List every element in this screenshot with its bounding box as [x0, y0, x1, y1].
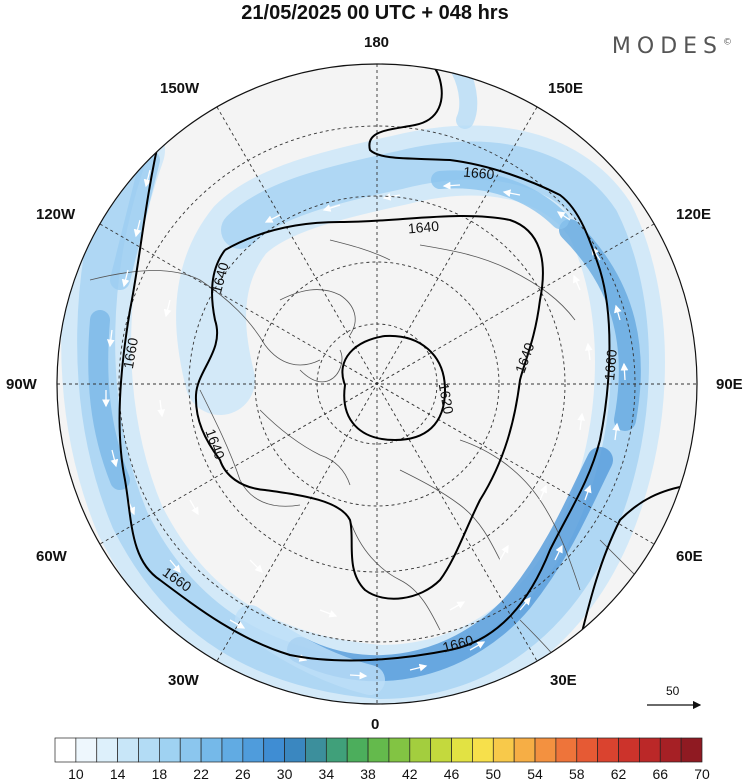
colorbar-swatch	[492, 737, 515, 763]
height-contours	[118, 64, 691, 662]
colorbar-swatch	[138, 737, 160, 763]
contour-label: 1660	[601, 348, 620, 381]
colorbar-label: 70	[694, 766, 710, 782]
colorbar-swatch	[409, 737, 432, 763]
colorbar-swatch	[96, 737, 118, 763]
lon-label-90e: 90E	[716, 376, 743, 393]
colorbar-label: 18	[152, 766, 168, 782]
colorbar-swatch	[159, 737, 181, 763]
colorbar-swatch	[555, 737, 578, 763]
lon-label-120w: 120W	[36, 206, 76, 223]
colorbar-swatch	[680, 737, 703, 763]
colorbar-label: 58	[569, 766, 585, 782]
colorbar-swatch	[513, 737, 536, 763]
colorbar-swatch	[367, 737, 390, 763]
colorbar-swatch	[263, 737, 285, 763]
colorbar-swatch	[242, 737, 265, 763]
lon-label-150w: 150W	[160, 80, 200, 97]
colorbar-label: 10	[68, 766, 84, 782]
colorbar-label: 54	[527, 766, 543, 782]
colorbar-swatch	[305, 737, 327, 763]
lon-label-180: 180	[364, 34, 390, 51]
lon-label-120e: 120E	[676, 206, 712, 223]
colorbar-swatch	[472, 737, 494, 763]
map-border	[56, 63, 698, 705]
colorbar: 10 14 18 22 26 30 34 38 42 46 50 54 58 62 66 70	[54, 737, 710, 782]
colorbar-label: 66	[652, 766, 668, 782]
colorbar-swatch	[221, 737, 244, 763]
colorbar-swatch	[430, 737, 452, 763]
contour-label: 1640	[407, 218, 440, 237]
colorbar-swatch	[284, 737, 306, 763]
colorbar-label: 50	[486, 766, 502, 782]
map-title: 21/05/2025 00 UTC + 048 hrs	[241, 2, 509, 24]
colorbar-swatch	[325, 737, 348, 763]
colorbar-swatch	[117, 737, 139, 763]
lon-label-60e: 60E	[676, 548, 703, 565]
wind-reference-label: 50	[666, 684, 680, 698]
colorbar-label: 42	[402, 766, 418, 782]
colorbar-swatch	[597, 737, 619, 763]
lon-label-150e: 150E	[548, 80, 584, 97]
coastlines	[89, 239, 697, 691]
colorbar-swatch	[659, 737, 682, 763]
brand-logo: MODES©	[611, 34, 732, 59]
contour-label: 1640	[208, 260, 232, 294]
colorbar-label: 34	[319, 766, 335, 782]
colorbar-swatch	[639, 737, 661, 763]
colorbar-label: 22	[193, 766, 209, 782]
colorbar-swatch	[618, 737, 640, 763]
colorbar-swatch	[54, 737, 77, 763]
colorbar-label: 46	[444, 766, 460, 782]
lon-label-30e: 30E	[550, 672, 577, 689]
colorbar-label: 26	[235, 766, 251, 782]
graticule	[57, 64, 697, 704]
contour-label: 1620	[436, 382, 457, 416]
colorbar-label: 30	[277, 766, 293, 782]
lon-label-0: 0	[371, 716, 380, 733]
colorbar-swatch	[200, 737, 223, 763]
lon-label-30w: 30W	[168, 672, 199, 689]
colorbar-swatch	[346, 737, 369, 763]
colorbar-swatch	[451, 737, 473, 763]
colorbar-label: 14	[110, 766, 126, 782]
lon-label-90w: 90W	[6, 376, 37, 393]
colorbar-label: 62	[611, 766, 627, 782]
lon-label-60w: 60W	[36, 548, 67, 565]
colorbar-swatch	[388, 737, 411, 763]
colorbar-swatch	[75, 737, 98, 763]
contour-label: 1660	[120, 336, 141, 370]
wind-vectors	[102, 169, 629, 680]
colorbar-swatch	[534, 737, 557, 763]
colorbar-swatch	[179, 737, 202, 763]
colorbar-label: 38	[360, 766, 376, 782]
contour-label: 1660	[441, 632, 475, 656]
contour-label: 1660	[463, 164, 496, 183]
colorbar-swatch	[576, 737, 598, 763]
